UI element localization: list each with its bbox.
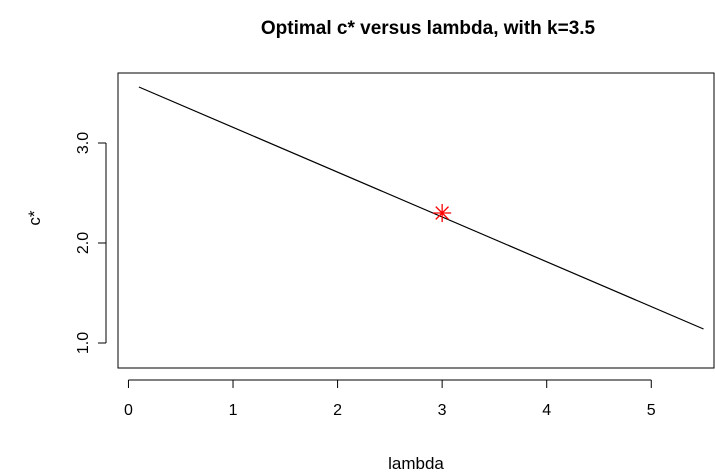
asterisk-stroke [435,206,449,220]
x-tick-label: 1 [229,402,238,419]
y-tick-label: 3.0 [75,132,92,154]
x-tick-label: 4 [542,402,551,419]
chart-title: Optimal c* versus lambda, with k=3.5 [261,18,596,39]
highlight-point [433,204,452,222]
x-tick-label: 2 [333,402,342,419]
y-axis-label: c* [25,210,44,226]
series-layer [138,86,704,330]
x-axis-label: lambda [388,454,444,473]
series-line [138,86,704,330]
x-tick-label: 0 [124,402,133,419]
y-tick-label: 1.0 [75,332,92,354]
x-tick-label: 3 [438,402,447,419]
y-axis: 1.0 2.0 3.0 [75,132,107,354]
x-tick-label: 5 [647,402,656,419]
highlight-layer [433,204,452,222]
plot-frame [117,72,715,369]
y-tick-label: 2.0 [75,232,92,254]
x-axis: 0 1 2 3 4 5 [124,379,656,419]
